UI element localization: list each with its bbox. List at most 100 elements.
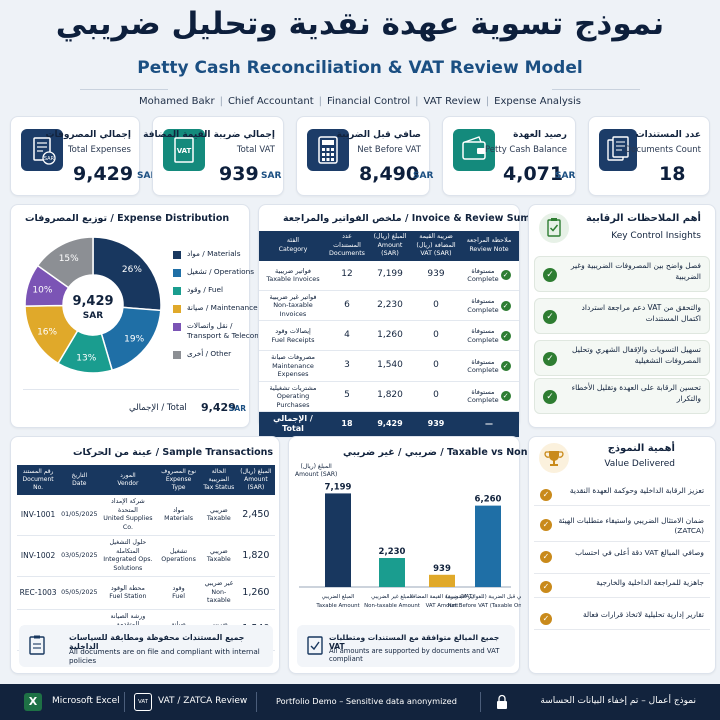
value-title-ar: أهمية النموذج [607, 443, 675, 454]
check-icon: ✓ [540, 489, 552, 501]
total-label: الإجمالي / Total [129, 403, 187, 413]
pie-slice-label: 26% [122, 265, 142, 275]
bar-category-label: المبلغ غير الضريبي [371, 594, 413, 600]
column-header: التاريخ Date [59, 465, 100, 496]
value-item: ✓ تقارير إدارية تحليلية لاتخاذ قرارات فعا… [534, 608, 710, 630]
note-en: All amounts are supported by documents a… [329, 647, 500, 663]
legend-swatch [173, 287, 181, 295]
check-icon: ✓ [500, 330, 511, 341]
kpi-card-total-vat: VAT إجمالي ضريبة القيمة المضافة Total VA… [143, 116, 284, 196]
byline-area-3: Expense Analysis [494, 96, 581, 107]
vendor-cell: حلول التشغيل المتكاملة Integrated Ops. So… [99, 535, 157, 578]
vat-cell: 0 [413, 290, 459, 322]
category-cell: إيصالات وقود Fuel Receipts [259, 320, 327, 352]
legend-label: مواد / Materials [187, 249, 241, 258]
documents-cell: 4 [327, 320, 367, 352]
taxable-vs-non-taxable-panel: ضريبي / غير ضريبي / Taxable vs Non-taxab… [288, 436, 571, 674]
vat-cell: 0 [413, 350, 459, 382]
note-en: All documents are on file and compliant … [69, 647, 260, 665]
documents-check-icon [307, 635, 323, 655]
kpi-card-net-before-vat: صافي قبل الضريبة Net Before VAT 8,490 SA… [296, 116, 433, 196]
documents-cell: 3 [327, 350, 367, 382]
check-icon: ✓ [543, 268, 557, 282]
vat-cell: 0 [413, 320, 459, 352]
amount-cell: 1,820 [236, 535, 275, 578]
svg-text:VAT: VAT [177, 147, 192, 155]
amount-cell: 1,260 [236, 576, 275, 610]
check-icon: ✓ [540, 551, 552, 563]
kpi-card-total-expenses: SAR إجمالي المصروفات Total Expenses 9,42… [10, 116, 157, 196]
bar-value-label: 2,230 [379, 547, 406, 557]
value-item: ✓ تعزيز الرقابة الداخلية وحوكمة العهدة ال… [534, 484, 710, 506]
table-row: مصروفات صيانة Maintenance Expenses 3 1,540 0… [259, 350, 519, 382]
legend-label: أخرى / Other [187, 349, 232, 358]
document-number-cell: REC-1003 [17, 576, 60, 610]
expense-pie-chart: 26% 19% 13% 16% 10% 15% 9,429 SAR [24, 236, 162, 374]
table-row: مشتريات تشغيلية Operating Purchases 5 1,820… [259, 381, 519, 412]
column-header: المبلغ (ريال) Amount (SAR) [367, 231, 413, 261]
column-header: المبلغ (ريال) Amount (SAR) [236, 465, 275, 496]
review-note-cell: مستوفاة Complete ✓ [459, 320, 519, 352]
insight-text: دعم مراجعة استرداد VAT والتحقق من اكتمال… [581, 303, 701, 323]
table-header-row: رقم المستند Document No. التاريخ Date المو… [17, 465, 275, 496]
documents-cell: 12 [327, 260, 367, 291]
amount-cell: 1,820 [367, 381, 413, 412]
column-header: المورد Vendor [99, 465, 157, 496]
check-icon: ✓ [500, 391, 511, 402]
table-row: فواتير غير ضريبية Non-taxable Invoices 6 2,… [259, 290, 519, 322]
check-icon: ✓ [500, 360, 511, 371]
note-ar: جميع المبالغ متوافقة مع المستندات ومتطلب… [329, 633, 500, 651]
byline-role: Chief Accountant [227, 96, 314, 107]
bar-category-label: Taxable Amount [315, 603, 359, 609]
total-amount-cell: 9,429 [367, 411, 413, 438]
bar-category-label: VAT Amount [426, 603, 459, 609]
check-icon: ✓ [543, 390, 557, 404]
tax-status-cell: غير ضريبي Non-taxable [200, 576, 237, 610]
insights-title-en: Key Control Insights [611, 231, 701, 241]
legend-swatch [173, 305, 181, 313]
documents-cell: 5 [327, 381, 367, 412]
receipt-icon: SAR [21, 129, 63, 171]
column-header: الفئة Category [259, 231, 327, 261]
value-delivered-panel: أهمية النموذج Value Delivered [528, 436, 716, 674]
calculator-icon [307, 129, 349, 171]
column-header: الحالة الضريبية Tax Status [200, 465, 237, 496]
total-unit: SAR [229, 404, 246, 413]
clipboard-check-icon [539, 213, 569, 243]
taxable-bar-chart: 7,199 المبلغ الضريبي Taxable Amount 2,230 ال… [299, 482, 521, 609]
column-header: رقم المستند Document No. [17, 465, 60, 496]
date-cell: 03/05/2025 [59, 535, 100, 578]
kpi-label-en: Petty Cash Balance [484, 145, 567, 155]
kpi-label-ar: عدد المستندات [635, 130, 701, 140]
vat-document-icon: VAT [163, 129, 205, 171]
legend-label: وقود / Fuel [187, 285, 224, 294]
amount-cell: 1,260 [367, 320, 413, 352]
column-header: ملاحظة المراجعة Review Note [459, 231, 519, 261]
title-divider-right [552, 89, 640, 90]
bar-category-label: المبلغ الضريبي [322, 594, 355, 600]
expense-type-cell: مواد Materials [156, 495, 201, 537]
legend-swatch [173, 351, 181, 359]
vat-cell: 0 [413, 381, 459, 412]
title-divider-left [80, 89, 168, 90]
table-row: فواتير ضريبية Taxable Invoices 12 7,199 939 م… [259, 260, 519, 291]
pie-slice-label: 16% [37, 328, 57, 338]
kpi-label-en: Total VAT [236, 145, 275, 155]
invoice-review-summary-panel: ملخص الفواتير والمراجعة / Invoice & Revi… [258, 204, 557, 438]
page-title-english: Petty Cash Reconciliation & VAT Review M… [137, 58, 583, 78]
kpi-card-petty-cash-balance: رصيد العهدة Petty Cash Balance 4,071 SAR [442, 116, 576, 196]
total-divider [23, 389, 239, 390]
chart-note: جميع المبالغ متوافقة مع المستندات ومتطلب… [297, 625, 515, 667]
expense-type-cell: وقود Fuel [156, 576, 201, 610]
bar-value-label: 939 [433, 564, 451, 574]
check-icon: ✓ [543, 310, 557, 324]
insight-item: ✓ تسهيل التسويات والإقفال الشهري وتحليل ا… [534, 340, 710, 376]
amount-cell: 7,199 [367, 260, 413, 291]
bar-category-label: Non-taxable Amount [364, 603, 420, 609]
value-item: ✓ جاهزية للمراجعة الداخلية والخارجية [534, 576, 710, 598]
insight-item: ✓ دعم مراجعة استرداد VAT والتحقق من اكتما… [534, 298, 710, 334]
table-row: INV-1002 03/05/2025 حلول التشغيل المتكاملة… [17, 535, 275, 578]
review-note-cell: مستوفاة Complete ✓ [459, 260, 519, 291]
